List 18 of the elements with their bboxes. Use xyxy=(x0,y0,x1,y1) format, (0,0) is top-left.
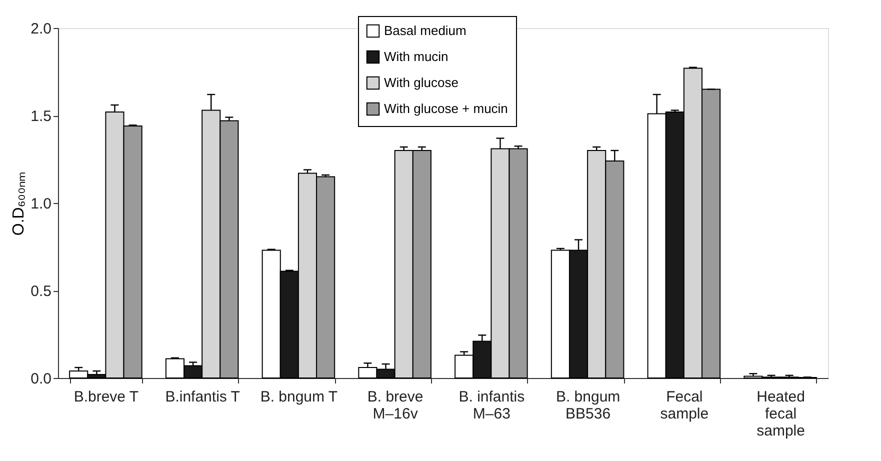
x-tick-label: B. breve M–16v xyxy=(367,388,424,422)
y-tick-label: 1.0 xyxy=(30,196,52,212)
x-tick-label: B.breve T xyxy=(74,388,139,406)
x-tick-label: B. infantis M–63 xyxy=(458,388,525,422)
legend-label: Basal medium xyxy=(384,23,466,38)
y-tick-label: 1.5 xyxy=(30,108,52,125)
x-tick-label: Heated fecal sample xyxy=(756,388,805,440)
x-tick-label: B.infantis T xyxy=(165,388,240,406)
y-tick-label: 2.0 xyxy=(30,20,52,38)
x-tick-label: B. bngum BB536 xyxy=(556,388,620,422)
legend-label: With mucin xyxy=(384,49,448,64)
y-axis-title: O.D₆₀₀ₙₘ xyxy=(10,171,28,236)
legend-label: With glucose xyxy=(384,75,458,90)
legend-label: With glucose + mucin xyxy=(384,101,508,116)
x-tick-label: B. bngum T xyxy=(260,388,338,406)
y-tick-label: 0.0 xyxy=(30,370,52,388)
x-tick-label: Fecal sample xyxy=(660,388,709,422)
y-tick-label: 0.5 xyxy=(30,283,52,300)
